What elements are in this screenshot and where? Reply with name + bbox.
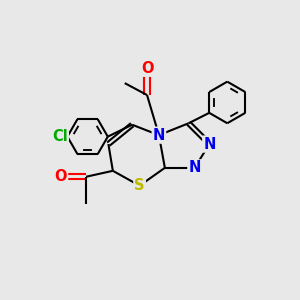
Text: N: N <box>188 160 201 175</box>
Text: N: N <box>153 128 165 142</box>
Text: Cl: Cl <box>52 129 68 144</box>
Text: O: O <box>55 169 67 184</box>
Text: N: N <box>203 136 216 152</box>
Text: S: S <box>134 178 145 193</box>
Text: O: O <box>141 61 153 76</box>
